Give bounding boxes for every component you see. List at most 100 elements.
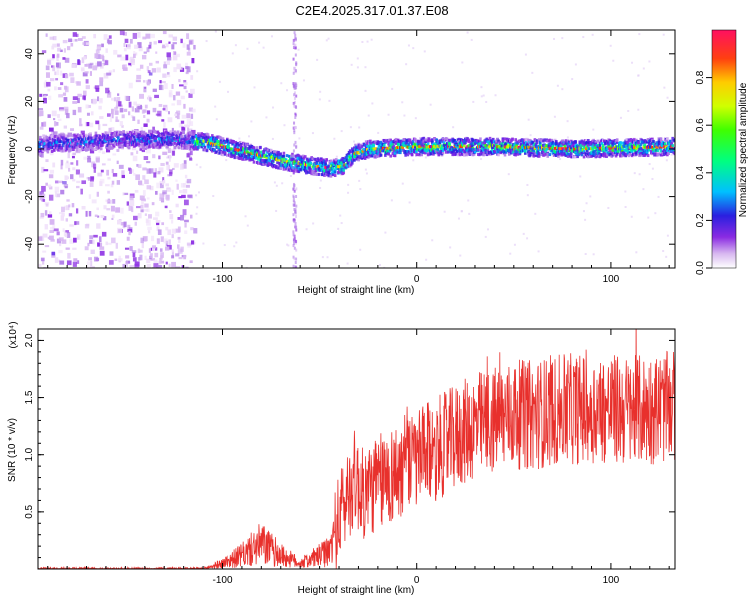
spectrogram-faint-cell [494, 94, 497, 97]
spectrogram-noise-cell [140, 204, 144, 209]
spectrogram-noise-cell [183, 85, 187, 90]
spectrogram-ridge-cell [106, 136, 109, 140]
spectrogram-ridge-cell [484, 148, 488, 152]
spectrogram-ridge-cell [64, 134, 68, 138]
spectrogram-faint-cell [286, 243, 289, 246]
spectrogram-ridge-cell [610, 141, 614, 145]
spectrogram-noise-cell [41, 185, 46, 192]
spectrogram-noise-cell [159, 257, 162, 264]
spectrogram-noise-cell [167, 164, 171, 171]
spectrogram-faint-cell [390, 199, 393, 202]
spectrogram-ridge-cell [504, 142, 508, 146]
spectrogram-noise-cell [165, 75, 171, 78]
spectrogram-noise-cell [59, 108, 64, 112]
spectrogram-ridge-cell [393, 154, 397, 158]
spectrogram-noise-cell [70, 162, 74, 165]
spectrogram-ridge-cell [365, 152, 369, 156]
spectrogram-faint-cell [582, 36, 585, 39]
spectrogram-noise-cell [92, 163, 97, 169]
spectrogram-noise-cell [167, 229, 172, 236]
spectrogram-ridge-cell [45, 141, 49, 145]
spectrogram-faint-cell [366, 40, 369, 43]
spectrogram-ridge-cell [205, 149, 209, 153]
spectrogram-noise-cell [38, 236, 43, 241]
spectrogram-faint-cell [365, 172, 368, 175]
spectrogram-faint-cell [335, 155, 338, 158]
spectrogram-noise-cell [185, 266, 189, 268]
spectrogram-noise-cell [171, 249, 174, 253]
spectrogram-noise-cell [144, 213, 147, 216]
spectrogram-ridge-cell [128, 130, 132, 134]
spectrogram-ridge-peak [541, 146, 545, 150]
spectrogram-noise-cell [62, 181, 67, 185]
spectrogram-noise-cell [156, 226, 160, 231]
spectrogram-ridge-cell [307, 170, 310, 174]
spectrogram-noise-cell [152, 245, 156, 249]
spectrogram-ridge-cell [635, 138, 638, 142]
spectrogram-ridge-cell [178, 133, 182, 137]
spectrogram-spike-cell [292, 233, 295, 237]
spectrogram-noise-cell [142, 190, 146, 196]
spectrogram-ridge-cell [180, 131, 183, 135]
spectrogram-noise-cell [156, 182, 161, 189]
spectrogram-noise-cell [82, 72, 88, 77]
spectrogram-noise-cell [69, 238, 75, 244]
spectrogram-faint-cell [663, 86, 666, 89]
spectrogram-ridge-cell [303, 155, 307, 159]
spectrogram-faint-cell [657, 195, 660, 198]
spectrogram-spike-cell [295, 105, 298, 109]
spectrogram-spike-cell [292, 199, 295, 203]
spectrogram-y-tick-label: 20 [24, 95, 35, 107]
spectrogram-ridge-cell [472, 152, 476, 156]
spectrogram-noise-cell [128, 62, 132, 66]
spectrogram-ridge-cell [58, 143, 61, 147]
spectrogram-ridge-cell [180, 140, 183, 144]
spectrogram-ridge-cell [251, 151, 255, 155]
spectrogram-noise-cell [183, 82, 188, 85]
spectrogram-noise-cell [62, 228, 65, 232]
spectrogram-noise-cell [68, 38, 73, 43]
spectrogram-ridge-cell [211, 134, 214, 138]
spectrogram-ridge-cell [306, 157, 309, 161]
spectrogram-ridge-cell [292, 169, 295, 173]
spectrogram-noise-cell [59, 49, 63, 53]
spectrogram-noise-cell [166, 244, 172, 250]
spectrogram-faint-cell [666, 96, 669, 99]
spectrogram-noise-cell [134, 261, 140, 267]
spectrogram-ridge-cell [441, 146, 445, 150]
spectrogram-ridge-cell [204, 136, 208, 140]
spectrogram-ridge-cell [438, 141, 442, 145]
spectrogram-ridge-cell [231, 142, 234, 146]
spectrogram-noise-cell [181, 194, 186, 199]
spectrogram-faint-cell [391, 87, 394, 90]
spectrogram-ridge-cell [145, 146, 149, 150]
colorbar-tick-label: 0.4 [695, 165, 706, 179]
spectrogram-noise-cell [142, 141, 146, 146]
spectrogram-noise-cell [81, 180, 87, 185]
spectrogram-noise-cell [162, 44, 165, 48]
spectrogram-noise-cell [132, 116, 136, 121]
spectrogram-noise-cell [63, 125, 67, 129]
spectrogram-ridge-cell [117, 136, 120, 140]
spectrogram-noise-cell [87, 104, 91, 108]
spectrogram-ridge-cell [566, 144, 570, 148]
spectrogram-faint-cell [371, 102, 374, 105]
spectrogram-spike-cell [294, 209, 297, 213]
spectrogram-ridge-cell [551, 140, 555, 144]
spectrogram-noise-cell [93, 256, 99, 262]
spectrogram-spike-cell [295, 215, 298, 219]
spectrogram-ridge-cell [127, 135, 131, 139]
spectrogram-noise-cell [92, 239, 95, 245]
spectrogram-noise-cell [67, 152, 70, 159]
spectrogram-ridge-cell [96, 140, 100, 144]
spectrogram-ridge-cell [408, 138, 412, 142]
spectrogram-ridge-cell [569, 146, 573, 150]
spectrogram-ridge-cell [441, 137, 445, 141]
spectrogram-noise-cell [122, 263, 126, 268]
spectrogram-ridge-cell [435, 138, 438, 142]
spectrogram-ridge-cell [265, 159, 269, 163]
spectrogram-spike-cell [293, 201, 296, 205]
spectrogram-ridge-cell [133, 135, 136, 139]
spectrogram-ridge-cell [48, 137, 52, 141]
spectrogram-faint-cell [531, 71, 534, 74]
